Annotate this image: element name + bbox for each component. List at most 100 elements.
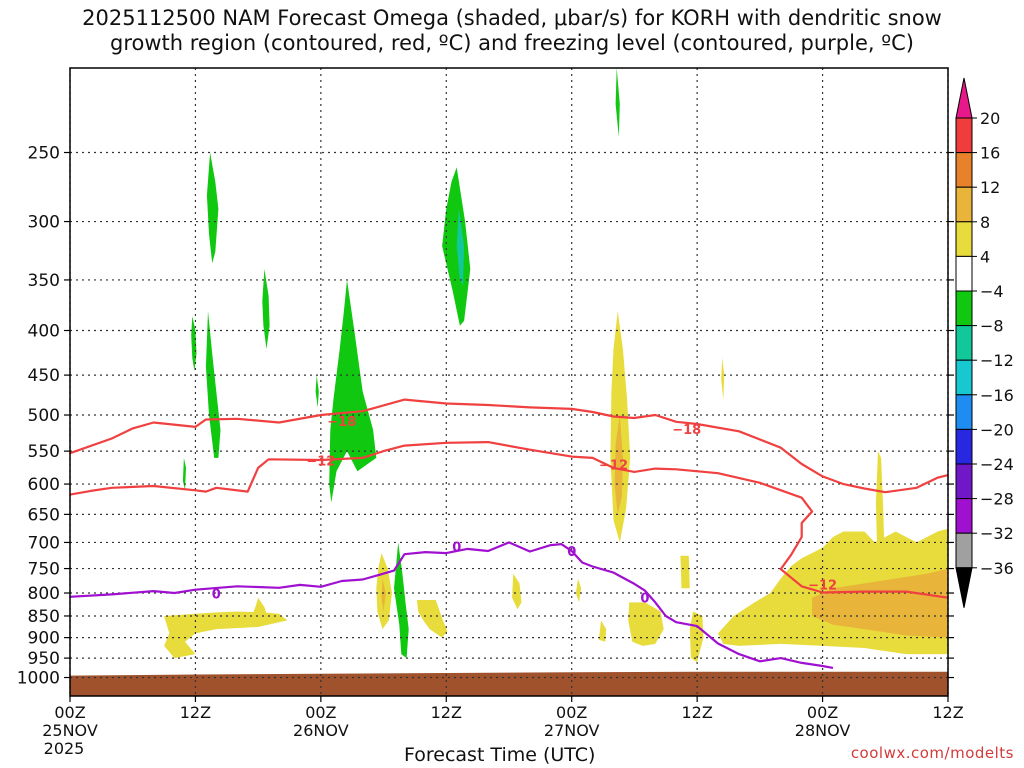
colorbar-bin xyxy=(955,359,973,396)
x-tick-label: 12Z xyxy=(180,703,211,722)
x-tick-date: 25NOV xyxy=(42,721,98,740)
y-tick-label: 650 xyxy=(28,505,60,525)
y-tick-label: 900 xyxy=(28,629,60,649)
omega-region-6 xyxy=(329,279,377,503)
y-tick-label: 400 xyxy=(28,322,60,342)
axes: 2503003504004505005506006507007508008509… xyxy=(17,67,964,758)
omega-shading xyxy=(164,68,948,663)
omega-region-25 xyxy=(721,357,725,400)
colorbar-label: −4 xyxy=(980,282,1004,301)
x-axis-label: Forecast Time (UTC) xyxy=(404,744,596,766)
omega-region-20 xyxy=(575,578,582,603)
ground-fill xyxy=(70,671,948,696)
gridlines xyxy=(69,68,949,696)
x-tick-label: 12Z xyxy=(681,703,712,722)
colorbar-bin xyxy=(955,325,973,361)
contour-line-1 xyxy=(70,398,948,494)
omega-region-22 xyxy=(628,602,664,646)
omega-region-9 xyxy=(456,208,465,286)
colorbar-label: −32 xyxy=(980,524,1014,543)
colorbar-label: 4 xyxy=(980,247,990,266)
omega-region-1 xyxy=(205,311,221,458)
ground-surface xyxy=(70,671,948,696)
contour-line-2 xyxy=(70,441,948,599)
colorbar-bin xyxy=(955,428,973,465)
x-tick-label: 00Z xyxy=(54,703,85,722)
title-line-1: 2025112500 NAM Forecast Omega (shaded, μ… xyxy=(82,6,942,30)
contour-label: −12 xyxy=(599,459,628,474)
colorbar-label: −16 xyxy=(980,386,1014,405)
x-tick-date: 27NOV xyxy=(544,721,600,740)
x-tick-label: 00Z xyxy=(807,703,838,722)
colorbar-bin xyxy=(955,186,973,223)
x-tick-date: 28NOV xyxy=(795,721,851,740)
x-tick-label: 12Z xyxy=(431,703,462,722)
colorbar-label: 20 xyxy=(980,109,1000,128)
y-tick-label: 500 xyxy=(28,406,60,426)
y-tick-label: 450 xyxy=(28,366,60,386)
colorbar-label: 16 xyxy=(980,144,1000,163)
omega-colorbar: 20 16 12 8 4 −4 −8 −12 −16 −20 −24 −28 −32 −36 xyxy=(955,77,1014,608)
contour-label: 0 xyxy=(452,541,461,556)
x-tick-date: 26NOV xyxy=(293,721,349,740)
chart-title: 2025112500 NAM Forecast Omega (shaded, μ… xyxy=(0,6,1024,56)
y-tick-label: 800 xyxy=(28,584,60,604)
colorbar-label: −24 xyxy=(980,455,1014,474)
temperature-contours: −18 −18 −12 −12 −12 0 0 0 0 xyxy=(70,398,948,669)
omega-region-2 xyxy=(206,152,219,264)
x-tick-label: 00Z xyxy=(556,703,587,722)
omega-region-19 xyxy=(512,573,522,610)
y-tick-label: 300 xyxy=(28,213,60,233)
contour-label: 0 xyxy=(212,587,221,602)
colorbar-bin xyxy=(955,463,973,500)
colorbar-top-arrow xyxy=(955,77,973,119)
omega-region-5 xyxy=(262,269,270,349)
contour-line-3 xyxy=(70,541,834,669)
colorbar-label: −28 xyxy=(980,490,1014,509)
colorbar-label: 8 xyxy=(980,213,990,232)
colorbar-label: −8 xyxy=(980,317,1004,336)
colorbar-bottom-arrow xyxy=(955,567,973,608)
contour-label: −18 xyxy=(327,415,356,430)
omega-region-23 xyxy=(680,555,690,589)
omega-region-17 xyxy=(381,578,386,612)
omega-region-14 xyxy=(164,611,288,659)
omega-region-8 xyxy=(442,167,471,326)
plot-frame xyxy=(69,67,949,697)
contour-label: 0 xyxy=(640,592,649,607)
contour-label: −12 xyxy=(306,455,335,470)
colorbar-bin xyxy=(955,498,973,534)
colorbar-bin xyxy=(955,532,973,569)
y-tick-label: 600 xyxy=(28,475,60,495)
colorbar-label: −20 xyxy=(980,420,1014,439)
omega-region-24 xyxy=(689,611,704,663)
x-tick-label: 12Z xyxy=(932,703,963,722)
y-tick-label: 700 xyxy=(28,533,60,553)
contour-label: 0 xyxy=(567,545,576,560)
y-tick-label: 1000 xyxy=(17,669,60,689)
omega-region-7 xyxy=(315,375,319,408)
colorbar-bin xyxy=(955,152,973,188)
y-tick-label: 350 xyxy=(28,271,60,291)
contour-label: −12 xyxy=(808,578,837,593)
omega-region-27 xyxy=(875,451,885,543)
y-tick-label: 850 xyxy=(28,607,60,627)
omega-region-11 xyxy=(615,68,620,137)
omega-region-10 xyxy=(394,542,409,659)
colorbar-label: −36 xyxy=(980,559,1014,578)
omega-region-21 xyxy=(598,620,607,642)
y-tick-label: 750 xyxy=(28,560,60,580)
colorbar-bin xyxy=(955,221,973,257)
omega-region-18 xyxy=(417,600,448,638)
y-tick-label: 950 xyxy=(28,649,60,669)
y-tick-label: 550 xyxy=(28,442,60,462)
x-tick-label: 00Z xyxy=(305,703,336,722)
title-line-2: growth region (contoured, red, ºC) and f… xyxy=(110,31,914,55)
y-tick-label: 250 xyxy=(28,144,60,164)
x-tick-year: 2025 xyxy=(44,739,85,758)
contour-label: −18 xyxy=(672,423,701,438)
colorbar-label: −12 xyxy=(980,351,1014,370)
colorbar-bin xyxy=(955,255,973,292)
colorbar-bin xyxy=(955,394,973,430)
